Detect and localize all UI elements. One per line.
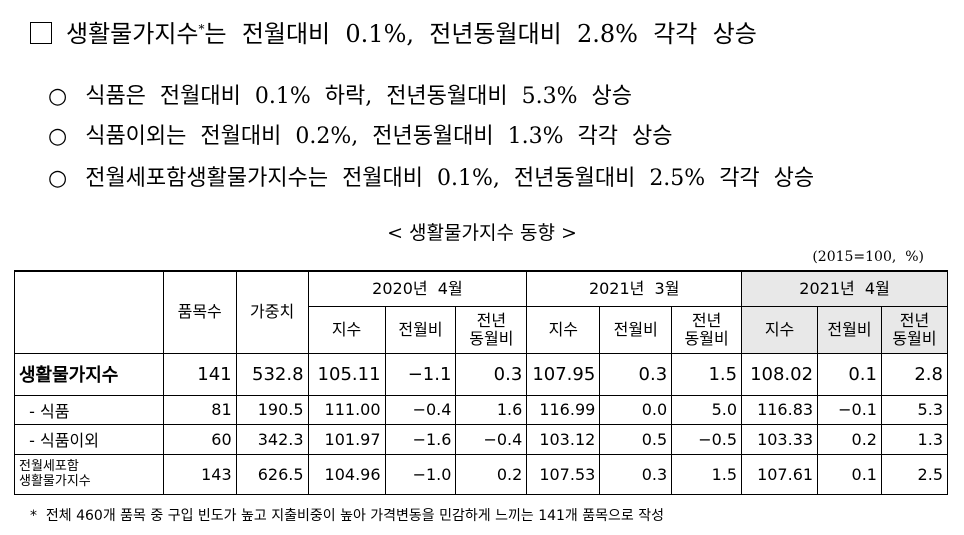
table-caption: < 생활물가지수 동향 > <box>387 222 577 244</box>
table-cell: 107.95 <box>526 352 601 396</box>
table-cell: 0.2 <box>455 453 528 495</box>
table-cell: −1.6 <box>384 423 457 455</box>
table-cell: 342.3 <box>235 423 309 455</box>
table-cell: −1.1 <box>384 352 457 396</box>
header-cell: 2020년 4월 <box>307 270 528 307</box>
table-unit: (2015=100, %) <box>812 249 924 265</box>
header-cell: 지수 <box>741 305 819 354</box>
table-cell: 111.00 <box>307 394 386 425</box>
headline-mark: * <box>198 22 205 36</box>
table-cell: −0.4 <box>384 394 457 425</box>
table-cell: 116.83 <box>741 394 819 425</box>
table-cell: 60 <box>162 423 237 455</box>
table-cell: −0.5 <box>671 423 743 455</box>
table-cell: 141 <box>162 352 237 396</box>
table-cell: 1.3 <box>880 423 949 455</box>
table-cell: 1.6 <box>455 394 528 425</box>
headline: 생활물가지수*는 전월대비 0.1%, 전년동월대비 2.8% 각각 상승 <box>30 14 757 49</box>
header-cell: 지수 <box>526 305 601 354</box>
table-cell: 0.2 <box>817 423 882 455</box>
table-row: - 식품이외 60 342.3 101.97 −1.6 −0.4 103.12 0.5 −0.5… <box>14 423 949 455</box>
table-cell: 5.0 <box>671 394 743 425</box>
bullet: ○ 식품은 전월대비 0.1% 하락, 전년동월대비 5.3% 상승 <box>48 84 632 109</box>
table-row: 지수 전월비 전년 동월비 지수 전월비 전년 동월비 지수 전월비 전년 동월비 <box>15 305 949 354</box>
header-cell: 전월비 <box>817 305 882 354</box>
table-cell: 2.8 <box>880 352 949 396</box>
header-cell: 전년 동월비 <box>455 305 528 354</box>
header-blank <box>14 270 164 354</box>
table-cell: −1.0 <box>384 453 457 495</box>
row-label: 전월세포함 생활물가지수 <box>14 453 164 495</box>
table-cell: 1.5 <box>671 352 743 396</box>
table-cell: 0.3 <box>455 352 528 396</box>
table-cell: 5.3 <box>880 394 949 425</box>
table-cell: 0.3 <box>599 352 673 396</box>
table-cell: 107.61 <box>741 453 819 495</box>
table-cell: 108.02 <box>741 352 819 396</box>
table-cell: 2.5 <box>880 453 949 495</box>
table-row: 생활물가지수 141 532.8 105.11 −1.1 0.3 107.95 0.3 1.5 1… <box>14 352 949 396</box>
header-cell: 전월비 <box>599 305 673 354</box>
table-cell: 104.96 <box>307 453 386 495</box>
bullet-text: 전월세포함생활물가지수는 전월대비 0.1%, 전년동월대비 2.5% 각각 상… <box>85 166 815 191</box>
table-cell: 1.5 <box>671 453 743 495</box>
table-cell: 103.12 <box>526 423 601 455</box>
header-cell: 전월비 <box>384 305 457 354</box>
row-label: 생활물가지수 <box>14 352 164 396</box>
bullet: ○ 식품이외는 전월대비 0.2%, 전년동월대비 1.3% 각각 상승 <box>48 124 673 149</box>
header-cell: 전년 동월비 <box>880 305 949 354</box>
header-cell: 2021년 4월 <box>741 270 948 307</box>
bullet: ○ 전월세포함생활물가지수는 전월대비 0.1%, 전년동월대비 2.5% 각각 … <box>48 166 815 191</box>
table-cell: 626.5 <box>235 453 309 495</box>
table-cell: 0.0 <box>599 394 673 425</box>
headline-tail: 는 전월대비 0.1%, 전년동월대비 2.8% 각각 상승 <box>204 20 757 48</box>
table: 품목수 가중치 2020년 4월 2021년 3월 2021년 4월 지수 전월비 전년 동월… <box>14 270 949 495</box>
table-cell: 81 <box>162 394 237 425</box>
table-cell: 0.1 <box>817 352 882 396</box>
table-cell: 105.11 <box>307 352 386 396</box>
footnote-text: 전체 460개 품목 중 구입 빈도가 높고 지출비중이 높아 가격변동을 민감… <box>45 508 664 524</box>
table-cell: 0.3 <box>599 453 673 495</box>
table-cell: 0.1 <box>817 453 882 495</box>
table-cell: −0.1 <box>817 394 882 425</box>
table-cell: 107.53 <box>526 453 601 495</box>
header-cell: 품목수 <box>162 270 237 354</box>
table-row: 품목수 가중치 2020년 4월 2021년 3월 2021년 4월 <box>14 270 948 354</box>
table-cell: 101.97 <box>307 423 386 455</box>
row-label: - 식품 <box>14 394 164 425</box>
table-cell: 116.99 <box>526 394 601 425</box>
header-cell: 가중치 <box>235 270 309 354</box>
table-cell: −0.4 <box>455 423 528 455</box>
table-cell: 0.5 <box>599 423 673 455</box>
headline-lead: 생활물가지수 <box>66 20 199 48</box>
footnote: * 전체 460개 품목 중 구입 빈도가 높고 지출비중이 높아 가격변동을 … <box>30 505 664 525</box>
table-cell: 143 <box>162 453 237 495</box>
table-row: - 식품 81 190.5 111.00 −0.4 1.6 116.99 0.0 5.0 116.… <box>14 394 949 425</box>
table-cell: 532.8 <box>235 352 309 396</box>
table-row: 전월세포함 생활물가지수 143 626.5 104.96 −1.0 0.2 107.53 0… <box>14 453 949 495</box>
header-cell: 전년 동월비 <box>671 305 743 354</box>
table-cell: 190.5 <box>235 394 309 425</box>
header-cell: 2021년 3월 <box>526 270 743 307</box>
row-label: - 식품이외 <box>14 423 164 455</box>
footnote-mark: * <box>30 508 37 524</box>
bullet-text: 식품이외는 전월대비 0.2%, 전년동월대비 1.3% 각각 상승 <box>85 124 673 149</box>
table-cell: 103.33 <box>741 423 819 455</box>
bullet-text: 식품은 전월대비 0.1% 하락, 전년동월대비 5.3% 상승 <box>85 84 632 109</box>
header-cell: 지수 <box>307 305 386 354</box>
